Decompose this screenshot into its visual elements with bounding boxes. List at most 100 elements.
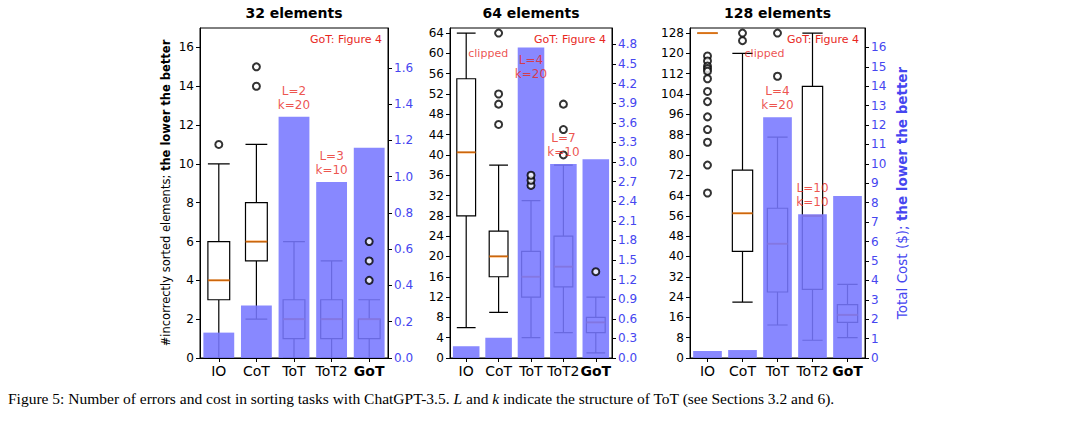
svg-text:L=7: L=7 xyxy=(551,131,575,145)
svg-text:32: 32 xyxy=(429,189,444,203)
svg-text:0: 0 xyxy=(186,351,194,365)
svg-text:ToT2: ToT2 xyxy=(795,363,828,379)
svg-text:128 elements: 128 elements xyxy=(724,5,831,21)
svg-text:13: 13 xyxy=(871,99,886,113)
svg-text:1.2: 1.2 xyxy=(618,273,637,287)
svg-text:GoT: GoT xyxy=(354,363,385,379)
svg-text:24: 24 xyxy=(429,229,444,243)
svg-text:64: 64 xyxy=(429,26,444,40)
svg-text:k=20: k=20 xyxy=(515,67,547,81)
svg-text:10: 10 xyxy=(179,157,194,171)
svg-text:3: 3 xyxy=(871,293,879,307)
svg-text:5: 5 xyxy=(871,254,879,268)
svg-text:0.2: 0.2 xyxy=(394,315,413,329)
svg-text:2: 2 xyxy=(871,312,879,326)
svg-text:52: 52 xyxy=(429,87,444,101)
svg-text:CoT: CoT xyxy=(729,363,756,379)
svg-text:88: 88 xyxy=(669,128,684,142)
svg-text:16: 16 xyxy=(179,40,194,54)
svg-text:ToT: ToT xyxy=(765,363,790,379)
svg-text:IO: IO xyxy=(700,363,715,379)
svg-text:6: 6 xyxy=(186,235,194,249)
svg-text:80: 80 xyxy=(669,148,684,162)
svg-text:48: 48 xyxy=(669,229,684,243)
svg-text:96: 96 xyxy=(669,107,684,121)
svg-text:2: 2 xyxy=(186,312,194,326)
svg-text:GoT: GoT xyxy=(580,363,611,379)
svg-text:1.2: 1.2 xyxy=(394,133,413,147)
svg-text:12: 12 xyxy=(429,290,444,304)
svg-text:6: 6 xyxy=(871,235,879,249)
svg-text:L=10: L=10 xyxy=(796,181,828,195)
svg-text:4.2: 4.2 xyxy=(618,77,637,91)
svg-text:ToT2: ToT2 xyxy=(546,363,579,379)
svg-text:IO: IO xyxy=(459,363,474,379)
svg-text:clipped: clipped xyxy=(468,47,508,60)
svg-text:the lower the better: the lower the better xyxy=(159,39,173,171)
svg-text:k=10: k=10 xyxy=(796,195,828,209)
svg-text:1: 1 xyxy=(871,332,879,346)
svg-text:k=10: k=10 xyxy=(547,145,579,159)
svg-text:CoT: CoT xyxy=(243,363,270,379)
svg-text:0.0: 0.0 xyxy=(618,351,637,365)
svg-text:4.8: 4.8 xyxy=(618,37,637,51)
svg-text:120: 120 xyxy=(661,46,684,60)
svg-text:44: 44 xyxy=(429,128,444,142)
svg-text:IO: IO xyxy=(211,363,226,379)
svg-text:GoT: Figure 4: GoT: Figure 4 xyxy=(787,33,859,46)
svg-text:3.3: 3.3 xyxy=(618,135,637,149)
svg-text:3.6: 3.6 xyxy=(618,116,637,130)
svg-text:72: 72 xyxy=(669,168,684,182)
svg-text:10: 10 xyxy=(871,157,886,171)
svg-text:k=10: k=10 xyxy=(315,163,347,177)
svg-text:128: 128 xyxy=(661,26,684,40)
svg-text:16: 16 xyxy=(871,40,886,54)
svg-text:3.9: 3.9 xyxy=(618,96,637,110)
svg-text:48: 48 xyxy=(429,107,444,121)
svg-text:104: 104 xyxy=(661,87,684,101)
svg-text:11: 11 xyxy=(871,137,886,151)
svg-text:ToT2: ToT2 xyxy=(314,363,347,379)
svg-text:2.7: 2.7 xyxy=(618,175,637,189)
svg-text:GoT: Figure 4: GoT: Figure 4 xyxy=(534,33,606,46)
svg-text:ToT: ToT xyxy=(281,363,306,379)
svg-text:1.6: 1.6 xyxy=(394,61,413,75)
svg-text:28: 28 xyxy=(429,209,444,223)
svg-text:1.0: 1.0 xyxy=(394,170,413,184)
svg-text:12: 12 xyxy=(871,118,886,132)
svg-text:L=4: L=4 xyxy=(519,53,543,67)
svg-text:8: 8 xyxy=(186,196,194,210)
svg-text:40: 40 xyxy=(669,249,684,263)
svg-text:0.6: 0.6 xyxy=(618,312,637,326)
svg-text:CoT: CoT xyxy=(485,363,512,379)
svg-text:GoT: Figure 4: GoT: Figure 4 xyxy=(310,33,382,46)
svg-text:ToT: ToT xyxy=(518,363,543,379)
svg-text:#incorrectly sorted elements;: #incorrectly sorted elements; xyxy=(159,171,173,346)
svg-text:1.4: 1.4 xyxy=(394,97,413,111)
svg-text:L=2: L=2 xyxy=(282,84,306,98)
svg-text:the lower the better: the lower the better xyxy=(894,66,910,221)
svg-text:56: 56 xyxy=(429,67,444,81)
svg-text:4.5: 4.5 xyxy=(618,57,637,71)
svg-text:1.8: 1.8 xyxy=(618,233,637,247)
svg-text:32: 32 xyxy=(669,270,684,284)
svg-text:2.4: 2.4 xyxy=(618,194,637,208)
svg-text:2.1: 2.1 xyxy=(618,214,637,228)
svg-text:L=3: L=3 xyxy=(319,149,343,163)
svg-text:0.4: 0.4 xyxy=(394,278,413,292)
svg-text:16: 16 xyxy=(669,310,684,324)
svg-text:1.5: 1.5 xyxy=(618,253,637,267)
svg-text:64 elements: 64 elements xyxy=(482,5,579,21)
svg-text:GoT: GoT xyxy=(832,363,863,379)
svg-text:3.0: 3.0 xyxy=(618,155,637,169)
svg-text:24: 24 xyxy=(669,290,684,304)
svg-text:k=20: k=20 xyxy=(278,98,310,112)
svg-text:8: 8 xyxy=(436,310,444,324)
svg-text:4: 4 xyxy=(186,273,194,287)
svg-text:0.6: 0.6 xyxy=(394,242,413,256)
svg-text:k=20: k=20 xyxy=(761,98,793,112)
svg-text:L=4: L=4 xyxy=(765,84,789,98)
svg-text:12: 12 xyxy=(179,118,194,132)
svg-text:0.0: 0.0 xyxy=(394,351,413,365)
svg-text:60: 60 xyxy=(429,46,444,60)
